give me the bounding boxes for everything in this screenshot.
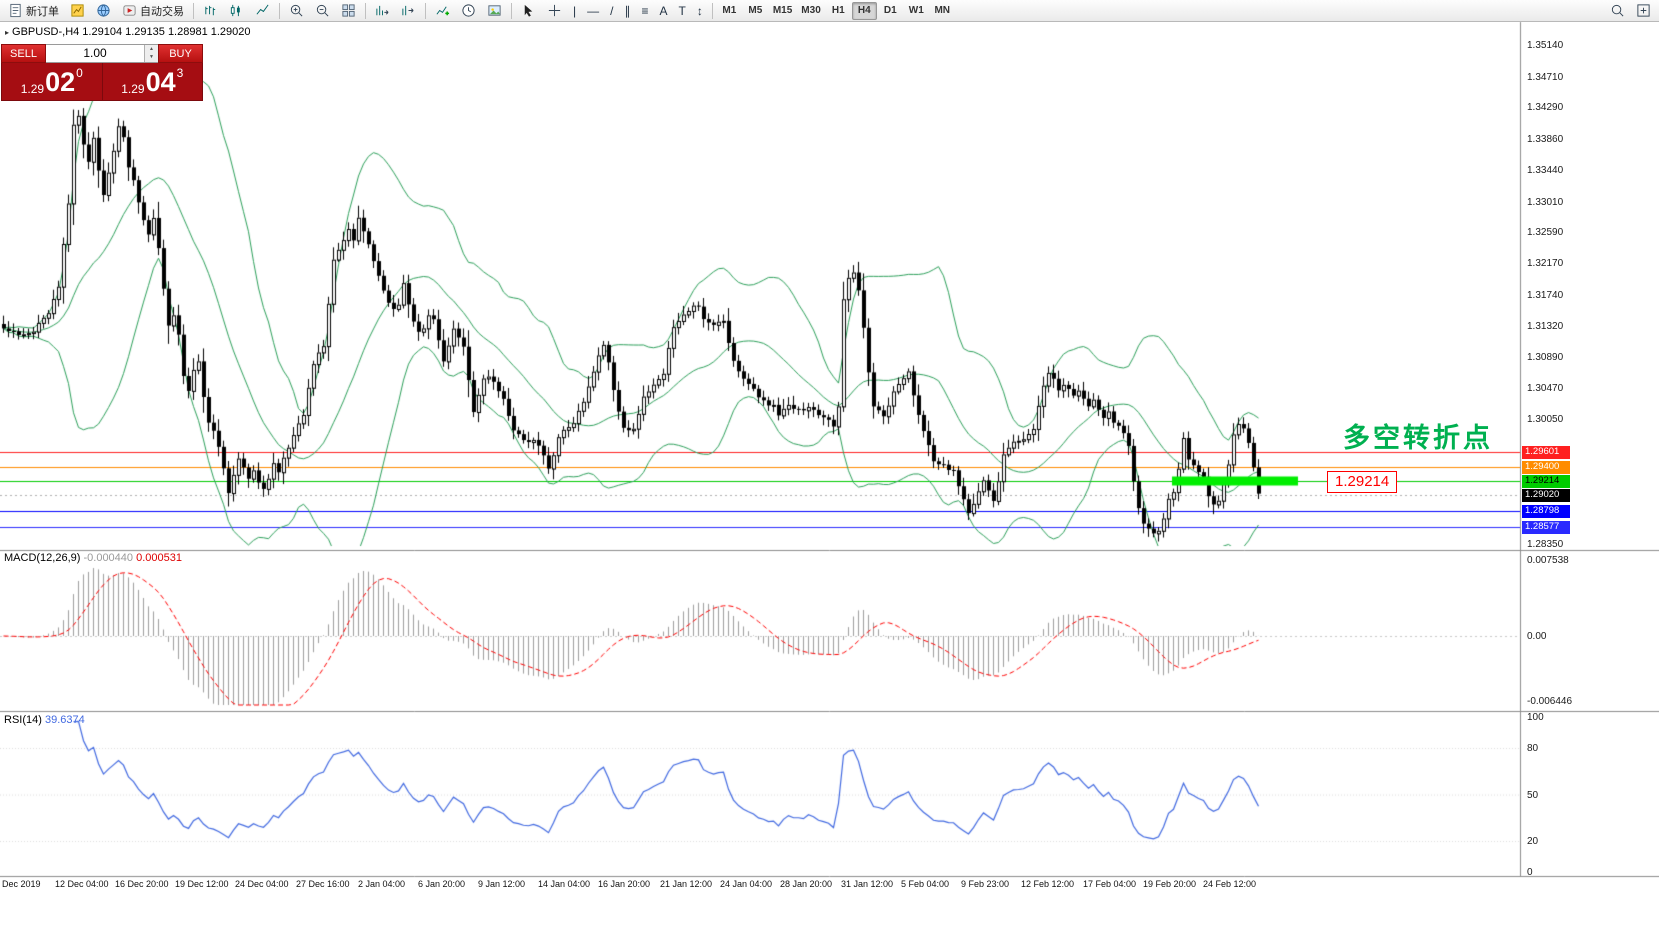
auto-trading-label: 自动交易: [140, 5, 184, 18]
tile-windows-button[interactable]: [336, 1, 361, 20]
vertical-line-button[interactable]: |: [568, 1, 581, 20]
sell-price-small: 1.29: [20, 82, 45, 96]
timeframe-button-d1[interactable]: D1: [883, 5, 897, 16]
cursor-icon: [521, 3, 536, 18]
one-click-trading-panel: SELL 1.00 ▲ ▼ BUY 1.29 02 0 1.29 04 3: [1, 44, 203, 101]
buy-price-small: 1.29: [121, 82, 145, 96]
label-icon: T: [678, 3, 686, 18]
toolbar-separator: [425, 2, 426, 19]
periods-button[interactable]: [456, 1, 481, 20]
sell-price-big: 02: [45, 66, 76, 97]
text-button[interactable]: A: [654, 1, 672, 20]
trendline-icon: /: [610, 3, 614, 18]
timeframe-button-w1[interactable]: W1: [908, 5, 924, 16]
tile-windows-icon: [341, 3, 356, 18]
template-image-icon: [487, 3, 502, 18]
candlestick-icon: [229, 3, 244, 18]
channel-icon: ∥: [624, 3, 631, 18]
timeframe-button-m15[interactable]: M15: [772, 5, 793, 16]
top-toolbar: 新订单 自动交易 | — / ∥ ≡ A T ↕ M1 M5 M1: [0, 0, 1659, 22]
globe-icon: [96, 3, 111, 18]
fibonacci-button[interactable]: ≡: [636, 1, 653, 20]
arrows-icon: ↕: [696, 3, 703, 18]
crosshair-icon: [547, 3, 562, 18]
buy-price-big: 04: [145, 66, 176, 97]
chart-shift-button[interactable]: [396, 1, 421, 20]
auto-trading-icon: [122, 3, 137, 18]
market-watch-button[interactable]: [91, 1, 116, 20]
candlestick-chart-button[interactable]: [224, 1, 249, 20]
buy-price-sup: 3: [176, 66, 184, 80]
timeframe-button-m1[interactable]: M1: [722, 5, 737, 16]
timeframe-button-mn[interactable]: MN: [934, 5, 951, 16]
expand-icon: [1636, 3, 1651, 18]
volume-spinner[interactable]: ▲ ▼: [144, 45, 158, 62]
text-icon: A: [659, 3, 668, 18]
new-order-button[interactable]: 新订单: [3, 1, 64, 20]
new-order-icon: [8, 3, 23, 18]
timeframe-button-m30[interactable]: M30: [801, 5, 821, 16]
crosshair-button[interactable]: [542, 1, 567, 20]
buy-button[interactable]: BUY: [158, 44, 203, 63]
chart-window-icon: [70, 3, 85, 18]
toolbar-separator: [711, 2, 713, 19]
chart-shift-icon: [401, 3, 416, 18]
new-order-label: 新订单: [26, 5, 59, 18]
vertical-line-icon: |: [573, 3, 577, 18]
zoom-in-button[interactable]: [284, 1, 309, 20]
bar-chart-icon: [203, 3, 218, 18]
zoom-in-icon: [289, 3, 304, 18]
cursor-button[interactable]: [516, 1, 541, 20]
timeframe-button-h4[interactable]: H4: [851, 1, 877, 20]
volume-up-icon[interactable]: ▲: [149, 46, 154, 52]
auto-scroll-button[interactable]: [370, 1, 395, 20]
auto-scroll-icon: [375, 3, 390, 18]
toolbar-separator: [511, 2, 512, 19]
horizontal-line-icon: —: [587, 3, 600, 18]
indicators-icon: [435, 3, 450, 18]
volume-input[interactable]: 1.00 ▲ ▼: [46, 44, 158, 63]
line-chart-icon: [255, 3, 270, 18]
charts-window-button[interactable]: [65, 1, 90, 20]
toolbar-separator: [365, 2, 366, 19]
search-button[interactable]: [1605, 1, 1630, 20]
templates-button[interactable]: [482, 1, 507, 20]
buy-price-display[interactable]: 1.29 04 3: [101, 63, 203, 100]
volume-down-icon[interactable]: ▼: [149, 54, 154, 60]
indicators-button[interactable]: [430, 1, 455, 20]
fibonacci-icon: ≡: [641, 3, 649, 18]
volume-value: 1.00: [83, 46, 107, 60]
timeframe-button-m5[interactable]: M5: [748, 5, 763, 16]
search-icon: [1610, 3, 1625, 18]
expand-button[interactable]: [1631, 1, 1656, 20]
channel-button[interactable]: ∥: [619, 1, 635, 20]
sell-button[interactable]: SELL: [1, 44, 46, 63]
toolbar-separator: [279, 2, 280, 19]
label-button[interactable]: T: [674, 1, 691, 20]
trendline-button[interactable]: /: [605, 1, 618, 20]
arrows-button[interactable]: ↕: [692, 1, 708, 20]
horizontal-line-button[interactable]: —: [582, 1, 604, 20]
bar-chart-button[interactable]: [198, 1, 223, 20]
zoom-out-button[interactable]: [310, 1, 335, 20]
timeframe-button-h1[interactable]: H1: [831, 5, 845, 16]
timeframe-group: M1 M5 M15 M30 H1 H4 D1 W1 MN: [717, 1, 955, 20]
clock-icon: [461, 3, 476, 18]
auto-trading-button[interactable]: 自动交易: [117, 1, 189, 20]
toolbar-separator: [193, 2, 194, 19]
line-chart-button[interactable]: [250, 1, 275, 20]
zoom-out-icon: [315, 3, 330, 18]
sell-price-display[interactable]: 1.29 02 0: [2, 63, 102, 100]
sell-price-sup: 0: [76, 66, 83, 80]
